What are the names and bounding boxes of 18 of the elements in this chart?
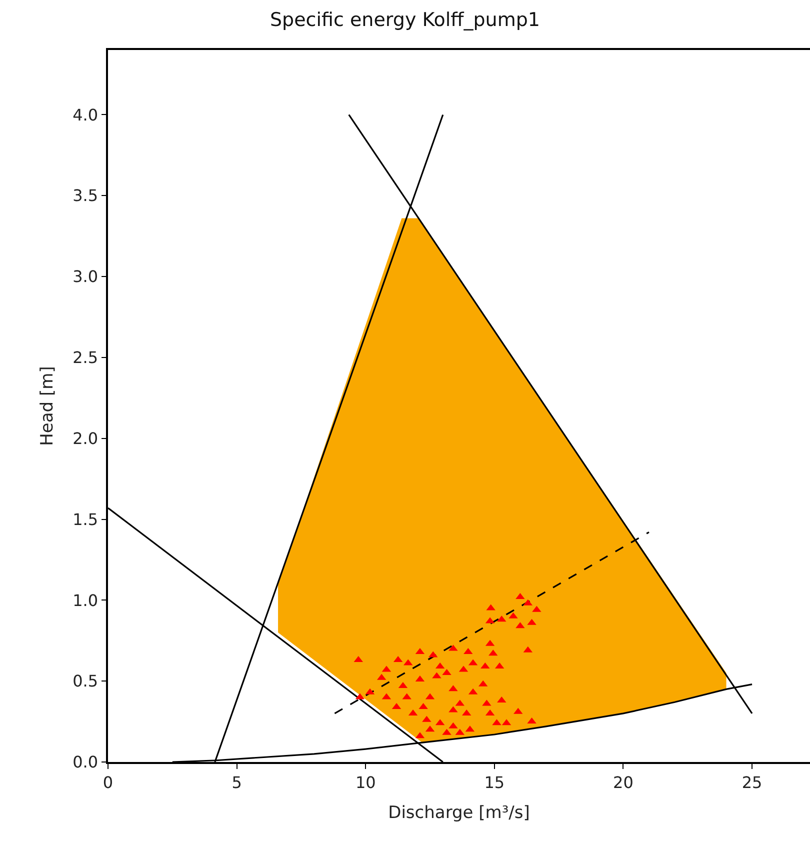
- x-tick-label: 10: [355, 773, 376, 792]
- y-tick-label: 0.5: [72, 672, 98, 691]
- y-tick-label: 1.0: [72, 590, 98, 610]
- y-tick-label: 4.0: [72, 105, 98, 124]
- y-tick-label: 2.5: [72, 348, 98, 368]
- chart-title: Specific energy Kolff_pump1: [270, 9, 540, 32]
- x-tick-label: 5: [232, 773, 242, 792]
- x-tick-label: 25: [742, 773, 762, 792]
- y-tick-label: 2.0: [72, 428, 98, 448]
- y-tick-label: 3.0: [72, 267, 98, 286]
- y-tick-label: 0.0: [72, 752, 98, 772]
- y-tick-label: 3.5: [72, 186, 98, 206]
- y-axis-title: Head [m]: [38, 366, 58, 446]
- y-tick-label: 1.5: [72, 510, 98, 529]
- x-axis-title: Discharge [m³/s]: [388, 803, 530, 824]
- x-tick-label: 15: [484, 773, 505, 792]
- x-tick-label: 0: [102, 773, 114, 792]
- x-tick-label: 20: [613, 773, 634, 792]
